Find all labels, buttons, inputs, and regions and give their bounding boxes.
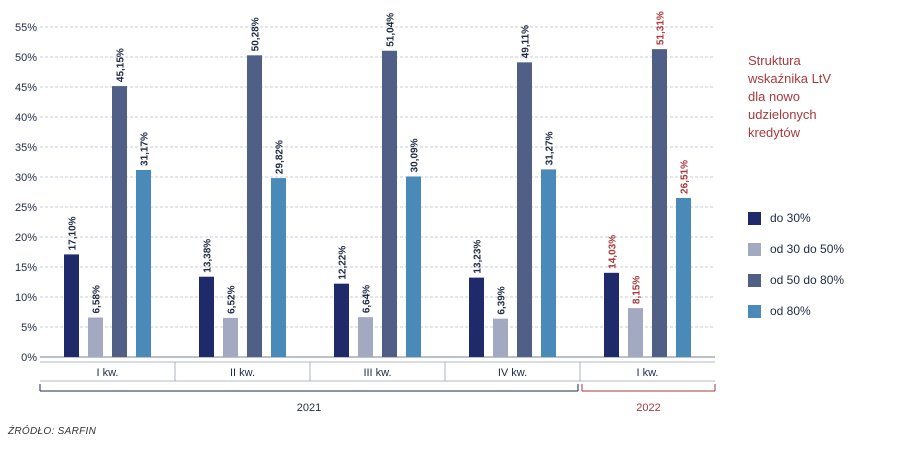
data-label: 14,03% [608,235,619,269]
bar [652,49,667,357]
year-label: 2022 [636,402,660,414]
data-label: 6,58% [92,285,103,313]
data-label: 49,11% [521,25,532,58]
bar [136,169,151,357]
bar [676,197,691,357]
data-label: 51,31% [656,11,667,45]
data-label: 29,82% [275,140,286,174]
legend-title-line: udzielonych [748,107,817,122]
bar [223,317,238,357]
bar [358,317,373,357]
legend-swatch [748,242,761,256]
data-label: 12,22% [338,246,349,280]
y-tick-label: 20% [15,232,37,244]
legend-title-line: Struktura [748,53,801,68]
year-label: 2021 [297,402,321,414]
bar [469,277,484,357]
legend-item: od 50 do 80% [748,272,844,288]
y-tick-label: 25% [15,202,37,214]
bar [541,169,556,357]
legend-label: od 50 do 80% [770,273,845,287]
legend-label: od 30 do 50% [770,242,845,256]
bar [88,317,103,357]
x-tick-label: I kw. [96,367,118,379]
legend-title-line: kredytów [748,125,801,140]
y-tick-label: 55% [15,22,37,34]
legend-item: do 30% [748,210,844,226]
bar [493,318,508,357]
legend-swatch [748,304,761,318]
legend-label: do 30% [770,211,811,225]
legend-title-line: dla nowo [748,89,801,104]
x-tick-label: IV kw. [498,367,527,379]
bar [112,86,127,357]
data-label: 17,10% [68,216,79,250]
bar [604,272,619,357]
data-label: 45,15% [116,48,127,82]
y-tick-label: 15% [15,262,37,274]
bar [64,254,79,357]
y-tick-label: 5% [21,322,37,334]
y-tick-label: 50% [15,52,37,64]
y-tick-label: 10% [15,292,37,304]
y-tick-label: 30% [15,172,37,184]
data-label: 6,52% [227,285,238,313]
data-label: 31,17% [140,132,151,166]
x-tick-label: II kw. [230,367,255,379]
legend-title: Struktura wskaźnika LtV dla nowo udzielo… [748,52,888,142]
bar [628,308,643,357]
bar [382,50,397,357]
data-label: 13,23% [473,240,484,274]
data-label: 31,27% [545,131,556,165]
y-tick-label: 40% [15,112,37,124]
bar [406,176,421,357]
y-tick-label: 35% [15,142,37,154]
legend-label: od 80% [770,304,811,318]
legend-swatch [748,211,761,225]
x-tick-label: III kw. [363,367,391,379]
bar [271,178,286,357]
data-label: 6,64% [362,285,373,313]
bar [247,55,262,357]
data-label: 6,39% [497,286,508,314]
legend-swatch [748,273,761,287]
bar [517,62,532,358]
data-label: 30,09% [410,138,421,172]
bar [334,283,349,357]
legend-item: od 80% [748,303,844,319]
data-label: 8,15% [632,276,643,304]
data-label: 51,04% [386,13,397,47]
legend-title-line: wskaźnika LtV [748,71,832,86]
legend-item: od 30 do 50% [748,241,844,257]
data-label: 13,38% [203,239,214,273]
y-tick-label: 0% [21,352,37,364]
x-tick-label: I kw. [636,367,658,379]
y-tick-label: 45% [15,82,37,94]
data-label: 26,51% [680,160,691,194]
data-label: 50,28% [251,17,262,51]
legend: do 30% od 30 do 50% od 50 do 80% od 80% [748,210,844,334]
bar [199,276,214,357]
source-note: ŹRÓDŁO: SARFIN [8,426,97,437]
